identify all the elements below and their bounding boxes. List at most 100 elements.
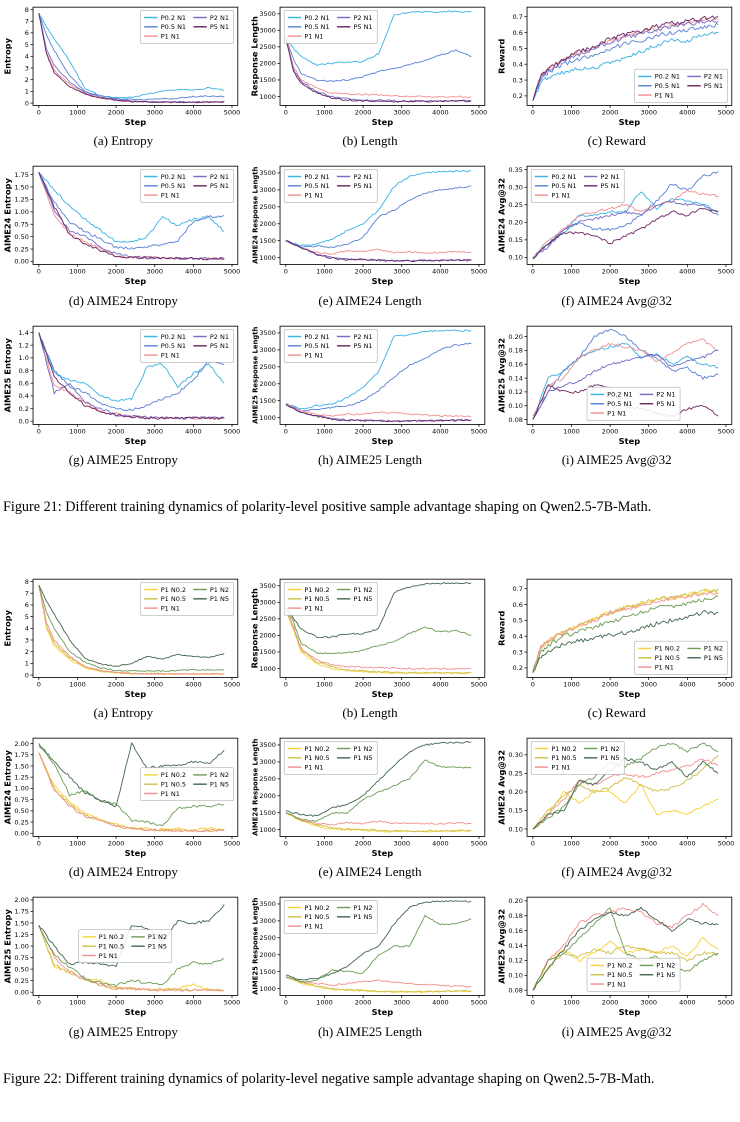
svg-text:2500: 2500 [259, 43, 276, 51]
svg-text:P5 N1: P5 N1 [353, 182, 372, 190]
svg-text:0.08: 0.08 [508, 415, 522, 423]
svg-text:P0.2 N1: P0.2 N1 [304, 332, 329, 340]
svg-text:3000: 3000 [640, 427, 657, 435]
svg-text:6: 6 [25, 29, 29, 37]
svg-text:AIME24 Entropy: AIME24 Entropy [3, 178, 13, 253]
subcaption-fig22-d: (d) AIME24 Entropy [68, 864, 178, 880]
svg-text:P1 N0.5: P1 N0.5 [304, 595, 329, 603]
svg-text:3000: 3000 [259, 186, 276, 194]
chart-fig22-b: 0 1000 2000 3000 4000 5000 1000 1500 2000 2500 300… [247, 574, 494, 733]
svg-text:AIME25 Avg@32: AIME25 Avg@32 [496, 337, 506, 412]
svg-text:1: 1 [25, 660, 29, 668]
svg-text:4000: 4000 [679, 681, 696, 689]
subcaption-fig21-c: (c) Reward [587, 133, 646, 149]
svg-text:P1 N5: P1 N5 [148, 943, 167, 951]
svg-text:AIME25 Response Length: AIME25 Response Length [251, 898, 259, 995]
svg-text:0: 0 [37, 427, 41, 435]
svg-text:P1 N2: P1 N2 [656, 962, 675, 970]
svg-text:0.35: 0.35 [508, 166, 522, 174]
svg-text:1.00: 1.00 [15, 785, 29, 793]
svg-text:AIME24 Response Length: AIME24 Response Length [251, 739, 259, 836]
svg-text:0: 0 [25, 99, 29, 107]
chart-fig22-f: 0 1000 2000 3000 4000 5000 0.10 0.15 0.20 0.25 0.3… [493, 733, 740, 892]
subcaption-fig21-h: (h) AIME25 Length [318, 451, 422, 467]
svg-text:0.16: 0.16 [508, 360, 522, 368]
svg-text:Step: Step [618, 436, 640, 446]
svg-text:0.00: 0.00 [15, 989, 29, 997]
chart-canvas-fig22-b: 0 1000 2000 3000 4000 5000 1000 1500 2000 2500 300… [249, 578, 487, 699]
svg-text:5000: 5000 [224, 840, 241, 848]
chart-fig21-c: 0 1000 2000 3000 4000 5000 0.2 0.3 0.4 0.5 0.6 0.7 S… [493, 2, 740, 161]
svg-text:3000: 3000 [147, 427, 164, 435]
svg-text:4000: 4000 [432, 999, 449, 1007]
chart-canvas-fig21-d: 0 1000 2000 3000 4000 5000 0.00 0.25 0.50 0.75 1.0… [3, 166, 241, 286]
chart-canvas-fig22-h: 0 1000 2000 3000 4000 5000 1000 1500 2000 2500 300… [251, 897, 487, 1018]
svg-text:0.30: 0.30 [508, 184, 522, 192]
svg-text:5000: 5000 [717, 109, 734, 117]
svg-text:0.15: 0.15 [508, 807, 522, 815]
subcaption-fig22-a: (a) Entropy [93, 705, 154, 721]
svg-text:1.50: 1.50 [15, 184, 29, 192]
svg-text:1500: 1500 [259, 237, 276, 245]
chart-canvas-fig21-h: 0 1000 2000 3000 4000 5000 1000 1500 2000 2500 300… [251, 325, 487, 446]
svg-text:4000: 4000 [185, 268, 202, 276]
svg-text:Response Length: Response Length [249, 16, 259, 96]
svg-text:0.4: 0.4 [512, 632, 522, 640]
svg-text:3000: 3000 [393, 427, 410, 435]
chart-canvas-fig22-f: 0 1000 2000 3000 4000 5000 0.10 0.15 0.20 0.25 0.3… [496, 737, 734, 858]
svg-text:Step: Step [125, 848, 147, 858]
svg-text:0.3: 0.3 [512, 76, 522, 84]
svg-text:1.75: 1.75 [15, 908, 29, 916]
svg-text:P1 N0.2: P1 N0.2 [161, 771, 186, 779]
subcaption-fig22-g: (g) AIME25 Entropy [68, 1023, 178, 1039]
svg-text:1.00: 1.00 [15, 208, 29, 216]
svg-text:3500: 3500 [259, 10, 276, 18]
svg-text:AIME24 Response Length: AIME24 Response Length [251, 167, 259, 264]
svg-text:P0.5 N1: P0.5 N1 [304, 342, 329, 350]
svg-text:1000: 1000 [563, 268, 580, 276]
svg-text:1000: 1000 [316, 999, 333, 1007]
svg-text:AIME25 Response Length: AIME25 Response Length [251, 326, 259, 423]
svg-text:0: 0 [284, 268, 288, 276]
svg-text:AIME25 Entropy: AIME25 Entropy [3, 337, 13, 412]
chart-canvas-fig21-g: 0 1000 2000 3000 4000 5000 0.0 0.2 0.4 0.6 0.8 1.0 1… [3, 325, 241, 446]
chart-canvas-fig21-i: 0 1000 2000 3000 4000 5000 0.08 0.10 0.12 0.14 0.1… [496, 325, 734, 446]
svg-text:0.2: 0.2 [512, 92, 522, 100]
svg-text:2000: 2000 [601, 109, 618, 117]
svg-text:Step: Step [125, 1008, 147, 1018]
svg-text:0.16: 0.16 [508, 927, 522, 935]
svg-text:1000: 1000 [316, 840, 333, 848]
chart-canvas-fig21-b: 0 1000 2000 3000 4000 5000 1000 1500 2000 2500 300… [249, 6, 487, 127]
svg-text:1500: 1500 [259, 968, 276, 976]
chart-canvas-fig22-g: 0 1000 2000 3000 4000 5000 0.00 0.25 0.50 0.75 1.0… [3, 897, 241, 1018]
svg-text:0.50: 0.50 [15, 807, 29, 815]
chart-canvas-fig22-e: 0 1000 2000 3000 4000 5000 1000 1500 2000 2500 300… [251, 737, 487, 858]
subcaption-fig21-a: (a) Entropy [93, 133, 154, 149]
svg-text:1000: 1000 [259, 93, 276, 101]
svg-text:2.00: 2.00 [15, 740, 29, 748]
svg-text:P1 N5: P1 N5 [210, 595, 229, 603]
svg-text:2000: 2000 [108, 109, 125, 117]
svg-text:1000: 1000 [259, 665, 276, 673]
svg-text:5000: 5000 [224, 268, 241, 276]
svg-text:P1 N0.5: P1 N0.5 [304, 754, 329, 762]
figure-22-caption: Figure 22: Different training dynamics o… [3, 1070, 655, 1087]
svg-text:Step: Step [372, 276, 394, 286]
svg-text:2000: 2000 [601, 427, 618, 435]
chart-fig21-b: 0 1000 2000 3000 4000 5000 1000 1500 2000 2500 300… [247, 2, 494, 161]
svg-text:0.12: 0.12 [508, 957, 522, 965]
svg-text:Step: Step [618, 848, 640, 858]
svg-text:0.6: 0.6 [19, 379, 29, 387]
svg-text:P1 N1: P1 N1 [161, 32, 180, 40]
subcaption-fig22-b: (b) Length [342, 705, 398, 721]
svg-text:2500: 2500 [259, 935, 276, 943]
svg-text:0.10: 0.10 [508, 402, 522, 410]
svg-text:AIME24 Entropy: AIME24 Entropy [3, 750, 13, 825]
svg-text:2000: 2000 [259, 952, 276, 960]
svg-text:P0.5 N1: P0.5 N1 [304, 182, 329, 190]
svg-text:P1 N1: P1 N1 [99, 952, 118, 960]
svg-text:0: 0 [284, 681, 288, 689]
svg-text:3000: 3000 [393, 109, 410, 117]
svg-text:0: 0 [37, 268, 41, 276]
